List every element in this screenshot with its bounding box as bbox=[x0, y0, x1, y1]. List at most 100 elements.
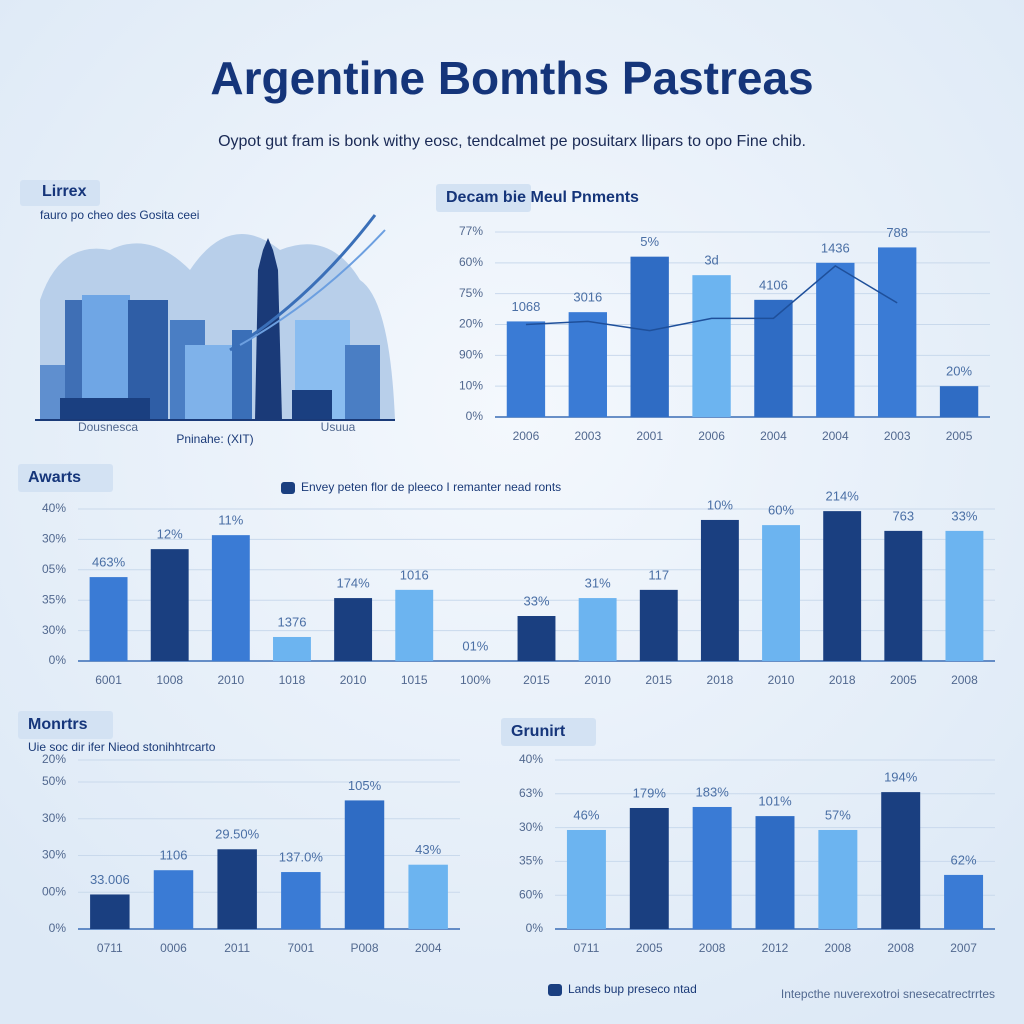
x-tick-label: 2011 bbox=[224, 941, 250, 955]
x-tick-label: 2015 bbox=[523, 673, 550, 687]
bar bbox=[823, 511, 862, 661]
y-tick-label: 35% bbox=[42, 592, 66, 606]
x-tick-label: 2005 bbox=[946, 429, 973, 443]
panel-title: Lirrex bbox=[42, 183, 87, 200]
page-subtitle: Oypot gut fram is bonk withy eosc, tendc… bbox=[218, 133, 806, 150]
title-tab bbox=[501, 718, 596, 746]
data-label: 1436 bbox=[821, 240, 850, 255]
y-tick-label: 75% bbox=[459, 286, 483, 300]
data-label: 1376 bbox=[278, 614, 307, 629]
data-label: 20% bbox=[946, 364, 972, 379]
x-tick-label: 2007 bbox=[950, 941, 977, 955]
data-label: 62% bbox=[951, 852, 977, 867]
bar bbox=[90, 894, 130, 929]
x-tick-label: 100% bbox=[460, 673, 491, 687]
data-label: 46% bbox=[573, 807, 599, 822]
y-tick-label: 30% bbox=[42, 848, 66, 862]
x-tick-label: 2004 bbox=[415, 941, 442, 955]
bar bbox=[939, 386, 979, 417]
bar bbox=[629, 807, 669, 929]
y-tick-label: 40% bbox=[42, 501, 66, 515]
x-tick-label: 2018 bbox=[829, 673, 856, 687]
x-tick-label: 0711 bbox=[574, 941, 600, 955]
bar bbox=[692, 806, 732, 929]
chart-subtitle: Uie soc dir ifer Nieod stonihhtrcarto bbox=[28, 740, 216, 754]
bar bbox=[884, 530, 923, 661]
bar bbox=[754, 299, 793, 417]
x-tick-label: 2012 bbox=[762, 941, 789, 955]
data-label: 101% bbox=[758, 794, 792, 809]
illustration-label: Usuua bbox=[321, 420, 356, 434]
data-label: 1016 bbox=[400, 567, 429, 582]
chart-title: Decam bie Meul Pnments bbox=[446, 189, 639, 206]
y-tick-label: 30% bbox=[42, 811, 66, 825]
x-tick-label: 2006 bbox=[513, 429, 540, 443]
data-label: 57% bbox=[825, 807, 851, 822]
y-tick-label: 30% bbox=[519, 820, 543, 834]
x-tick-label: 2018 bbox=[707, 673, 734, 687]
x-tick-label: 2003 bbox=[574, 429, 601, 443]
data-label: 10% bbox=[707, 497, 733, 512]
data-label: 183% bbox=[696, 784, 730, 799]
bar bbox=[944, 874, 984, 929]
y-tick-label: 20% bbox=[42, 752, 66, 766]
y-tick-label: 40% bbox=[519, 752, 543, 766]
x-tick-label: 2005 bbox=[636, 941, 663, 955]
data-label: 137.0% bbox=[279, 849, 324, 864]
data-label: 11% bbox=[218, 513, 243, 528]
title-tab bbox=[18, 711, 113, 739]
title-tab bbox=[436, 184, 531, 212]
x-tick-label: 2003 bbox=[884, 429, 911, 443]
x-tick-label: 0711 bbox=[97, 941, 123, 955]
x-tick-label: 2004 bbox=[822, 429, 849, 443]
x-tick-label: 2005 bbox=[890, 673, 917, 687]
data-label: 1068 bbox=[511, 299, 540, 314]
x-tick-label: 1015 bbox=[401, 673, 428, 687]
legend-label: Envey peten flor de pleeco I remanter ne… bbox=[301, 480, 561, 494]
bar bbox=[578, 598, 617, 661]
legend-label: Lands bup preseco ntad bbox=[568, 982, 697, 996]
title-tab bbox=[18, 464, 113, 492]
bar bbox=[700, 519, 739, 661]
x-tick-label: 1018 bbox=[279, 673, 306, 687]
data-label: 788 bbox=[886, 225, 908, 240]
x-tick-label: 6001 bbox=[95, 673, 122, 687]
data-label: 5% bbox=[640, 234, 659, 249]
bar bbox=[881, 792, 921, 929]
y-tick-label: 30% bbox=[42, 623, 66, 637]
data-label: 33% bbox=[523, 593, 549, 608]
y-tick-label: 35% bbox=[519, 854, 543, 868]
y-tick-label: 05% bbox=[42, 562, 66, 576]
bar bbox=[408, 864, 448, 929]
data-label: 12% bbox=[157, 527, 183, 542]
bar bbox=[153, 870, 194, 929]
x-tick-label: 2010 bbox=[768, 673, 795, 687]
skyline-illustration bbox=[20, 180, 395, 421]
x-tick-label: 0006 bbox=[160, 941, 187, 955]
illustration-caption: Pninahe: (XIT) bbox=[176, 432, 253, 446]
bar bbox=[89, 577, 128, 661]
data-label: 4106 bbox=[759, 277, 788, 292]
y-tick-label: 0% bbox=[526, 921, 544, 935]
x-tick-label: P008 bbox=[350, 941, 378, 955]
y-tick-label: 77% bbox=[459, 224, 483, 238]
data-label: 31% bbox=[585, 576, 611, 591]
bar bbox=[395, 589, 434, 661]
bar bbox=[150, 549, 189, 661]
y-tick-label: 0% bbox=[466, 409, 484, 423]
data-label: 33.006 bbox=[90, 872, 130, 887]
y-tick-label: 00% bbox=[42, 884, 66, 898]
page-title: Argentine Bomths Pastreas bbox=[210, 52, 813, 104]
y-tick-label: 30% bbox=[42, 532, 66, 546]
data-label: 60% bbox=[768, 503, 794, 518]
bar bbox=[506, 321, 546, 417]
bar bbox=[630, 256, 669, 417]
x-tick-label: 2010 bbox=[584, 673, 611, 687]
y-tick-label: 63% bbox=[519, 786, 543, 800]
bar bbox=[692, 275, 731, 417]
x-tick-label: 2001 bbox=[636, 429, 663, 443]
bar bbox=[344, 800, 385, 929]
footnote: Intepcthe nuverexotroi snesecatrectrrtes bbox=[781, 987, 995, 1001]
bar bbox=[639, 589, 678, 661]
y-tick-label: 10% bbox=[459, 378, 483, 392]
